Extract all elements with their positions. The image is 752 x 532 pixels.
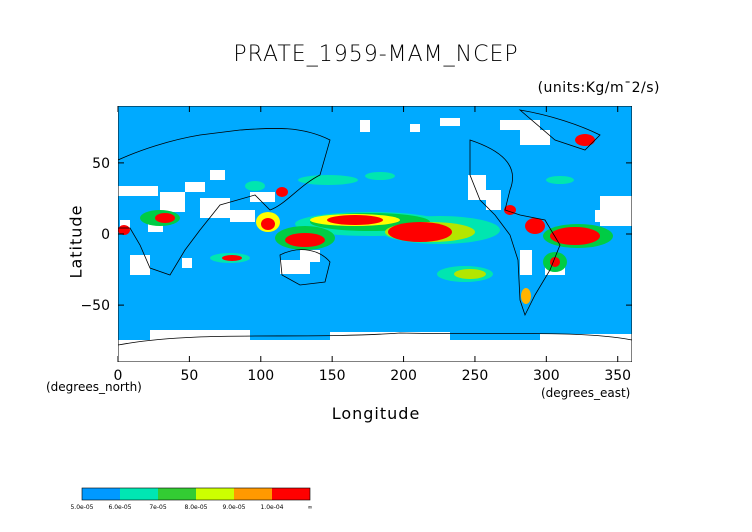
- colorbar-label: 6.0e-05: [108, 504, 131, 511]
- y-axis-units-note: (degrees_north): [46, 380, 142, 394]
- colorbar-swatch: [120, 488, 158, 500]
- map-plot-area: [118, 106, 632, 362]
- colorbar-swatch: [196, 488, 234, 500]
- x-tick-label: 300: [533, 368, 560, 384]
- precipitation-patches: [118, 134, 613, 304]
- y-tick-label: 50: [92, 156, 110, 172]
- colorbar-label: 7e-05: [149, 504, 166, 511]
- x-axis-units-note: (degrees_east): [541, 386, 631, 400]
- coastlines: [118, 109, 632, 346]
- x-tick-label: 0: [114, 368, 123, 384]
- x-tick-label: 250: [462, 368, 489, 384]
- colorbar-label: 1.0e-04: [260, 504, 283, 511]
- x-tick-label: 50: [180, 368, 198, 384]
- colorbar-swatch: [158, 488, 196, 500]
- x-tick-label: 350: [604, 368, 631, 384]
- map-axes: 0 50 100 150 200 250 300 350 50 0 −50: [80, 106, 632, 384]
- colorbar-swatch: [272, 488, 310, 500]
- colorbar-swatch: [234, 488, 272, 500]
- x-tick-label: 200: [390, 368, 417, 384]
- units-label: (units:Kg/m¯2/s): [537, 80, 660, 96]
- x-axis-label: Longitude: [331, 404, 421, 423]
- colorbar-swatch: [82, 488, 120, 500]
- colorbar-label: 8.0e-05: [184, 504, 207, 511]
- colorbar-frame: [81, 487, 311, 501]
- colorbar-label: 9.0e-05: [222, 504, 245, 511]
- map-title: PRATE_1959-MAM_NCEP: [233, 42, 519, 67]
- colorbar-label: ∞: [308, 504, 313, 511]
- colorbar-label: 5.0e-05: [70, 504, 93, 511]
- no-data-regions: [118, 118, 632, 362]
- x-tick-label: 150: [319, 368, 346, 384]
- y-tick-label: 0: [101, 227, 110, 243]
- y-tick-label: −50: [80, 298, 110, 314]
- x-tick-label: 100: [247, 368, 274, 384]
- colorbar: 5.0e-05 6.0e-05 7e-05 8.0e-05 9.0e-05 1.0e-04…: [70, 487, 313, 511]
